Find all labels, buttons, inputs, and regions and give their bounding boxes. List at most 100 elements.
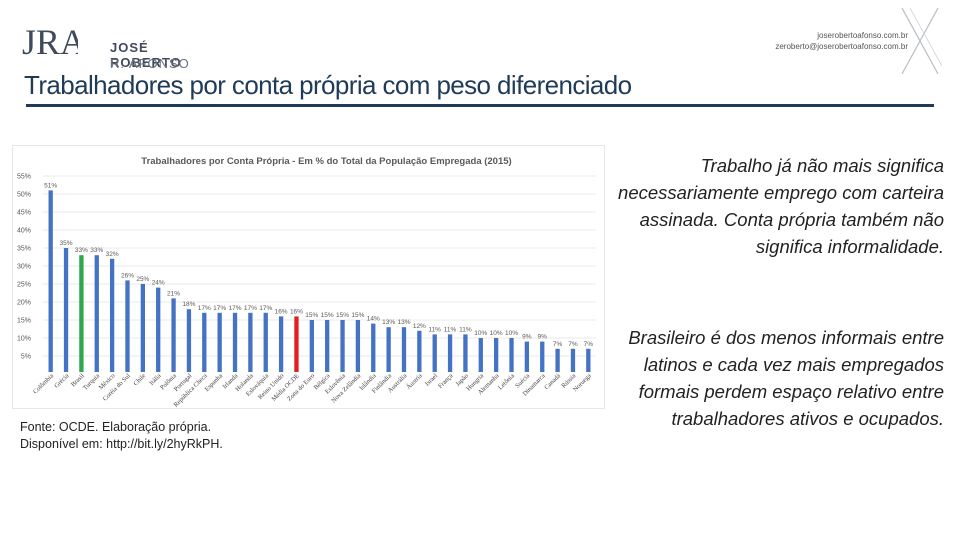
contact-email: zeroberto@joserobertoafonso.com.br (775, 42, 908, 51)
data-label: 12% (413, 323, 426, 330)
bar (248, 312, 253, 372)
y-tick-label: 35% (17, 246, 31, 253)
data-label: 21% (167, 290, 180, 297)
bar (463, 334, 468, 372)
data-label: 10% (490, 330, 503, 337)
bar (509, 338, 514, 372)
data-label: 15% (305, 312, 318, 319)
data-label: 32% (106, 251, 119, 258)
bar (263, 312, 268, 372)
x-tick-label: Chile (132, 372, 147, 387)
y-tick-label: 45% (17, 210, 31, 217)
contact-block: joserobertoafonso.com.br zeroberto@joser… (775, 30, 908, 52)
data-label: 51% (44, 182, 57, 189)
x-tick-label: Letônia (497, 372, 516, 391)
logo-name-line1: JOSÉ ROBERTO (110, 40, 182, 70)
bar (79, 255, 84, 372)
logo-name-line2: R. AFONSO (110, 56, 190, 71)
source-line-2: Disponível em: http://bit.ly/2hyRkPH. (20, 437, 223, 451)
bar (401, 327, 407, 372)
data-label: 17% (229, 305, 242, 312)
title-underline (26, 104, 934, 107)
data-label: 17% (244, 305, 257, 312)
source-note: Fonte: OCDE. Elaboração própria. Disponí… (20, 419, 223, 453)
bar (109, 258, 115, 372)
data-label: 18% (182, 301, 195, 308)
bar (478, 338, 483, 372)
bar (186, 309, 192, 372)
paragraph-informality: Brasileiro é dos menos informais entre l… (628, 327, 944, 429)
bar (386, 327, 391, 372)
bar (325, 320, 330, 372)
logo: JRA JOSÉ ROBERTO R. AFONSO (22, 16, 202, 71)
data-label: 25% (136, 276, 149, 283)
logo-mark: JRA (22, 22, 78, 62)
y-tick-label: 20% (17, 300, 31, 307)
bar (171, 298, 176, 372)
paragraph-employment: Trabalho já não mais significa necessari… (618, 155, 944, 257)
bar (278, 316, 284, 372)
data-label: 16% (275, 308, 288, 315)
bar (340, 320, 345, 372)
data-label: 15% (351, 312, 364, 319)
bar (494, 338, 499, 372)
data-label: 24% (152, 280, 165, 287)
slide-title: Trabalhadores por conta própria com peso… (24, 70, 632, 100)
bar (432, 334, 437, 372)
data-label: 7% (553, 341, 563, 348)
y-tick-label: 15% (17, 318, 31, 325)
x-tick-label: França (437, 372, 455, 390)
data-label: 13% (382, 319, 395, 326)
data-label: 9% (522, 334, 532, 341)
bar (586, 348, 591, 372)
bar (417, 330, 422, 372)
bar (570, 348, 576, 372)
x-tick-label: Canadá (543, 372, 562, 391)
source-line-1: Fonte: OCDE. Elaboração própria. (20, 420, 212, 434)
data-label: 13% (397, 319, 410, 326)
data-label: 17% (198, 305, 211, 312)
bar (540, 341, 545, 372)
data-label: 7% (584, 341, 594, 348)
x-tick-label: Áustria (405, 372, 424, 391)
bar (125, 280, 130, 372)
data-label: 11% (428, 326, 441, 333)
bar (202, 312, 207, 372)
contact-website: joserobertoafonso.com.br (817, 31, 908, 40)
data-label: 11% (444, 326, 457, 333)
bar (217, 312, 222, 372)
bar (309, 320, 314, 372)
data-label: 11% (459, 326, 472, 333)
logo-monogram: JRA (22, 22, 78, 62)
bar (371, 323, 376, 372)
y-tick-label: 55% (17, 174, 31, 181)
data-label: 9% (538, 334, 548, 341)
data-label: 33% (75, 247, 88, 254)
data-label: 26% (121, 272, 134, 279)
chart-panel: Trabalhadores por Conta Própria - Em % d… (12, 145, 605, 409)
data-label: 35% (60, 240, 73, 247)
bar (524, 341, 530, 372)
bar (355, 320, 361, 372)
corner-cross-decoration (901, 7, 942, 75)
bar (48, 190, 53, 372)
data-label: 17% (213, 305, 226, 312)
data-label: 7% (568, 341, 578, 348)
bar (555, 348, 560, 372)
data-label: 17% (259, 305, 272, 312)
bar (156, 287, 161, 372)
data-label: 15% (336, 312, 349, 319)
data-label: 14% (367, 316, 380, 323)
y-tick-label: 30% (17, 264, 31, 271)
bar (294, 316, 299, 372)
data-label: 10% (474, 330, 487, 337)
x-tick-label: Grécia (53, 372, 70, 389)
data-label: 15% (321, 312, 334, 319)
y-tick-label: 50% (17, 192, 31, 199)
y-tick-label: 25% (17, 282, 31, 289)
x-tick-label: Turquia (82, 372, 101, 391)
bar (140, 284, 145, 372)
data-label: 33% (90, 247, 103, 254)
y-tick-label: 40% (17, 228, 31, 235)
bar-chart: Trabalhadores por Conta Própria - Em % d… (17, 156, 596, 408)
